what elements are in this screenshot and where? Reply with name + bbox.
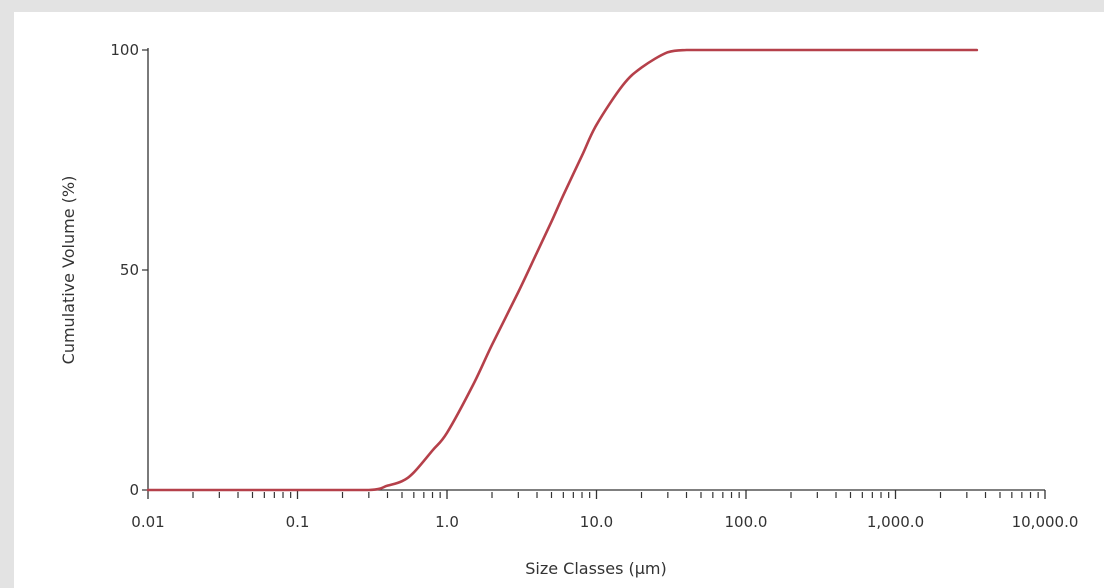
x-tick-label: 0.1	[286, 513, 310, 531]
y-axis-title: Cumulative Volume (%)	[59, 176, 78, 365]
axes	[147, 48, 1045, 491]
series	[146, 48, 979, 492]
x-tick-label: 1.0	[435, 513, 459, 531]
x-tick-label: 0.01	[131, 513, 164, 531]
x-tick-label: 100.0	[725, 513, 768, 531]
x-tick-label: 10.0	[580, 513, 613, 531]
tick-labels: 0 50 100 0.01 0.1 1.0 10.0 100.0 1,000.0 10,000.0	[110, 41, 1078, 531]
window-left-border	[0, 12, 14, 588]
x-axis-title: Size Classes (µm)	[525, 559, 667, 578]
x-tick-label: 1,000.0	[867, 513, 924, 531]
y-tick-label: 0	[129, 481, 139, 499]
y-tick-label: 100	[110, 41, 139, 59]
cumulative-volume-curve	[146, 48, 979, 492]
x-tick-label: 10,000.0	[1012, 513, 1079, 531]
window-top-border	[0, 0, 1104, 12]
ticks	[142, 49, 1046, 499]
y-tick-label: 50	[120, 261, 139, 279]
